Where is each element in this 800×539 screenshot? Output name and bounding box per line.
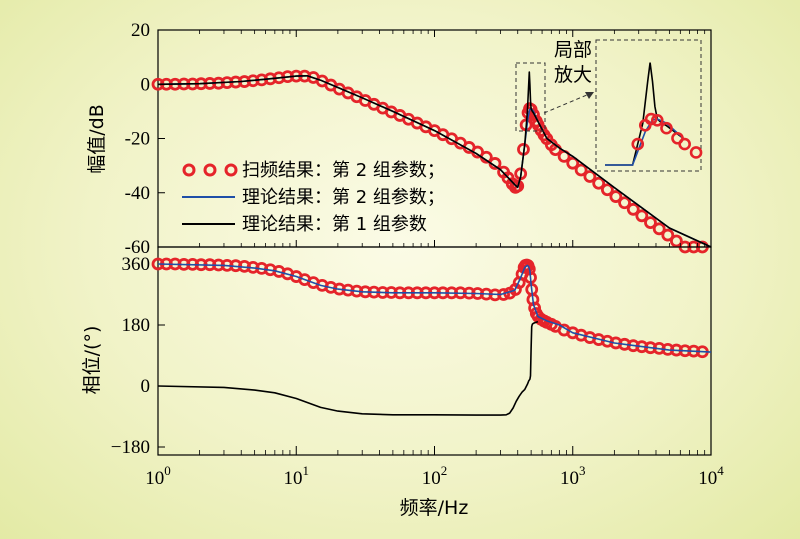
inset-data-point-marker <box>678 137 691 151</box>
data-point-marker <box>652 222 666 236</box>
data-point-marker <box>566 156 580 170</box>
data-point-marker <box>574 163 588 177</box>
data-point-marker <box>644 216 657 229</box>
legend-entry-sweep-set2: 扫频结果：第 2 组参数； <box>242 160 445 181</box>
inset-frame <box>595 39 702 172</box>
inset-series <box>605 62 703 166</box>
inset-data-point-marker <box>689 146 703 159</box>
y-tick-label: −180 <box>111 437 150 458</box>
y-tick-label: -20 <box>125 129 150 150</box>
inset-series-line <box>605 62 685 166</box>
legend-entry-theory-set2: 理论结果：第 2 组参数； <box>242 187 445 208</box>
data-point-marker <box>609 190 623 203</box>
zoom-arrow-head <box>585 92 594 99</box>
y-tick-label: 360 <box>122 254 151 275</box>
y-tick-label: 20 <box>131 20 150 41</box>
data-point-marker <box>626 202 640 216</box>
y-tick-label: 0 <box>141 74 151 95</box>
x-axis-label: 频率/Hz <box>400 497 469 519</box>
phase-y-axis-label: 相位/(°) <box>81 326 103 395</box>
phase-y-ticks: 360 180 0 −180 <box>111 254 165 458</box>
inset-data-point-marker <box>660 121 673 135</box>
zoom-arrow <box>543 91 595 114</box>
x-tick-label: 104 <box>698 463 724 489</box>
x-axis-ticks: 100 101 102 103 104 <box>145 30 724 489</box>
y-tick-label: 180 <box>122 315 151 336</box>
data-point-marker <box>670 234 683 248</box>
magnitude-plot-frame <box>157 29 712 248</box>
phase-series <box>151 257 712 416</box>
inset-data-point-marker <box>631 137 645 151</box>
data-point-marker <box>592 176 606 190</box>
x-tick-label: 101 <box>284 463 310 489</box>
inset-label-line2: 放大 <box>554 64 592 86</box>
x-tick-label: 100 <box>145 463 171 489</box>
data-point-marker <box>583 170 597 183</box>
data-point-marker <box>661 228 675 242</box>
inset-data-point-marker <box>644 112 658 126</box>
x-tick-label: 103 <box>560 463 586 489</box>
series-line <box>157 320 539 416</box>
magnitude-panel: 20 0 -20 -40 -60 幅值/dB 局部 放大 扫频结果：第 2 组参数； 理… <box>86 20 712 258</box>
legend-marker <box>203 163 217 177</box>
phase-panel: 360 180 0 −180 100 101 102 103 104 相位/(°) 频率/Hz <box>81 30 724 519</box>
data-point-marker <box>618 196 631 210</box>
y-tick-label: -60 <box>125 237 150 258</box>
phase-plot-frame <box>157 246 712 456</box>
legend-marker <box>224 163 238 177</box>
magnitude-y-ticks: 20 0 -20 -40 -60 <box>125 20 165 258</box>
data-point-marker <box>511 179 525 193</box>
legend: 扫频结果：第 2 组参数； 理论结果：第 2 组参数； 理论结果：第 1 组参数 <box>182 160 445 235</box>
inset-data-point-marker <box>650 113 664 127</box>
inset-label-line1: 局部 <box>554 39 592 61</box>
zoom-region-box <box>515 62 546 132</box>
series-line <box>157 71 712 248</box>
y-tick-label: -40 <box>125 183 150 204</box>
y-tick-label: 0 <box>141 376 151 397</box>
legend-entry-theory-set1: 理论结果：第 1 组参数 <box>242 214 427 235</box>
magnitude-y-axis-label: 幅值/dB <box>86 104 108 174</box>
x-tick-label: 102 <box>422 463 448 489</box>
series-line <box>157 263 712 353</box>
legend-marker <box>182 163 196 177</box>
data-point-marker <box>635 209 649 223</box>
data-point-marker <box>600 183 614 197</box>
magnitude-series <box>151 69 712 254</box>
